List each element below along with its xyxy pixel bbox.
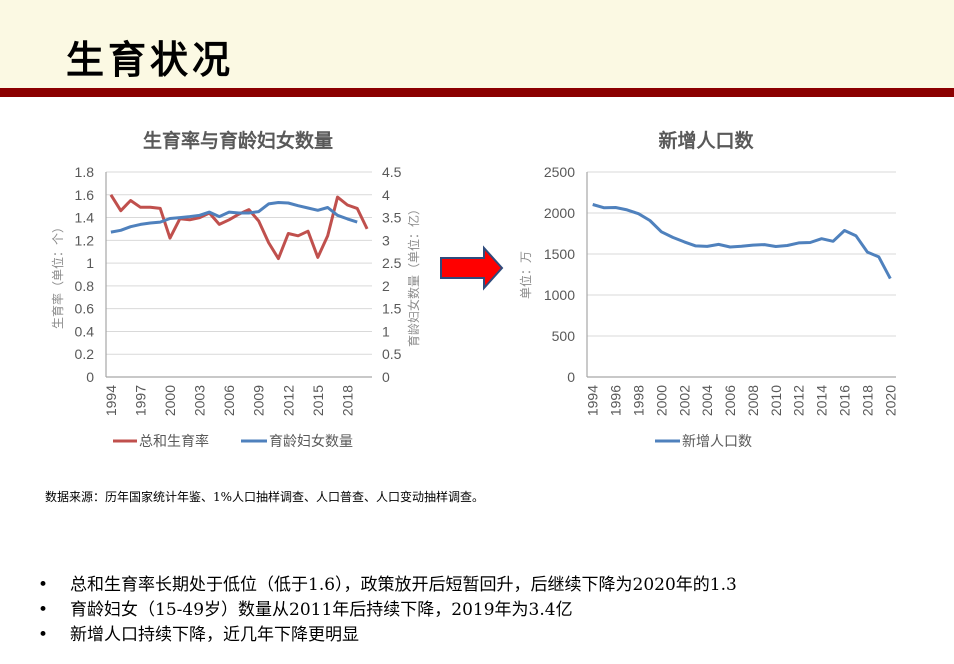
x-tick-label: 2018 <box>859 385 875 416</box>
y2-tick-label: 2.5 <box>382 255 402 271</box>
x-tick-label: 2012 <box>791 385 807 416</box>
x-tick-label: 2015 <box>310 385 326 416</box>
chart-lines <box>109 194 369 261</box>
x-tick-label: 2012 <box>280 385 296 416</box>
y2-tick-label: 0.5 <box>382 346 402 362</box>
bullet-icon: • <box>38 575 49 595</box>
right-arrow-icon <box>440 245 504 291</box>
x-tick-label: 2003 <box>192 385 208 416</box>
y-tick-label: 1000 <box>544 287 575 303</box>
x-tick-label: 2002 <box>676 385 692 416</box>
chart-gridlines <box>586 171 896 378</box>
y2-tick-label: 2 <box>382 278 390 294</box>
y-axis-label: 单位：万 <box>518 251 533 299</box>
y-tick-label: 1.6 <box>75 187 95 203</box>
x-tick-label: 1996 <box>608 385 624 416</box>
bullet-icon: • <box>38 625 49 645</box>
chart-title: 生育率与育龄妇女数量 <box>143 129 333 152</box>
chart-title: 新增人口数 <box>658 129 754 152</box>
y2-tick-label: 1 <box>382 323 390 339</box>
y-axis-ticks: 0 500 1000 1500 2000 2500 <box>544 164 575 385</box>
x-tick-label: 2004 <box>699 385 715 416</box>
y-tick-label: 2000 <box>544 205 575 221</box>
charts-area: 生育率与育龄妇女数量 00.20.40.60.811.21.41.61.8 00… <box>50 129 898 450</box>
y2-tick-label: 1.5 <box>382 301 402 317</box>
y-tick-label: 1500 <box>544 246 575 262</box>
chart-gridlines <box>105 171 372 378</box>
x-axis-ticks: 1994 1996 1998 2000 2002 2004 2006 2008 2010 2012… <box>585 385 899 416</box>
legend-label-births: 新增人口数 <box>682 434 752 450</box>
y-tick-label: 1.2 <box>75 232 95 248</box>
bullet-item: • 育龄妇女（15-49岁）数量从2011年后持续下降，2019年为3.4亿 <box>38 598 737 623</box>
y-tick-label: 500 <box>552 328 576 344</box>
chart-lines <box>592 203 892 280</box>
y-tick-label: 0 <box>567 369 575 385</box>
legend-label-women: 育龄妇女数量 <box>269 433 353 450</box>
x-tick-label: 1998 <box>631 385 647 416</box>
x-axis-ticks: 1994 1997 2000 2003 2006 2009 2012 2015 2018 <box>103 385 355 416</box>
series-line <box>109 194 369 261</box>
bullet-icon: • <box>38 600 49 620</box>
page-title: 生育状况 <box>66 37 235 82</box>
x-tick-label: 2010 <box>768 385 784 416</box>
y-tick-label: 0.2 <box>75 346 95 362</box>
x-tick-label: 2014 <box>814 385 830 416</box>
x-tick-label: 1994 <box>585 385 601 416</box>
births-chart: 新增人口数 0 500 1000 1500 2000 2500 1994 1996 1998 2… <box>518 129 898 450</box>
right-y-axis-label: 育龄妇女数量（单位：亿） <box>406 203 421 347</box>
left-y-axis-label: 生育率（单位：个） <box>50 221 65 329</box>
x-tick-label: 2009 <box>251 385 267 416</box>
y2-tick-label: 4 <box>382 187 390 203</box>
y-tick-label: 2500 <box>544 164 575 180</box>
x-tick-label: 2006 <box>722 385 738 416</box>
y2-tick-label: 3.5 <box>382 210 402 226</box>
y-tick-label: 1 <box>86 255 94 271</box>
bullet-text: 总和生育率长期处于低位（低于1.6），政策放开后短暂回升，后继续下降为2020年… <box>70 575 737 595</box>
bullet-text: 新增人口持续下降，近几年下降更明显 <box>70 625 359 645</box>
y-tick-label: 1.4 <box>75 210 95 226</box>
y2-tick-label: 3 <box>382 232 390 248</box>
series-line <box>110 201 358 234</box>
x-tick-label: 2000 <box>653 385 669 416</box>
x-tick-label: 2020 <box>882 385 898 416</box>
x-tick-label: 2018 <box>339 385 355 416</box>
slide-header <box>0 0 954 88</box>
y-tick-label: 1.8 <box>75 164 95 180</box>
bullet-list: • 总和生育率长期处于低位（低于1.6），政策放开后短暂回升，后继续下降为2020… <box>38 573 737 648</box>
x-tick-label: 2000 <box>162 385 178 416</box>
header-divider <box>0 88 954 97</box>
x-tick-label: 1994 <box>103 385 119 416</box>
y2-tick-label: 0 <box>382 369 390 385</box>
chart-legend: 总和生育率 育龄妇女数量 <box>113 433 353 450</box>
chart-legend: 新增人口数 <box>655 434 752 450</box>
right-y-axis-ticks: 0 0.5 1 1.5 2 2.5 3 3.5 4 4.5 <box>382 164 402 385</box>
data-source-note: 数据来源：历年国家统计年鉴、1%人口抽样调查、人口普查、人口变动抽样调查。 <box>45 490 485 504</box>
y-tick-label: 0.8 <box>75 278 95 294</box>
y2-tick-label: 4.5 <box>382 164 402 180</box>
bullet-item: • 总和生育率长期处于低位（低于1.6），政策放开后短暂回升，后继续下降为2020… <box>38 573 737 598</box>
x-tick-label: 2016 <box>837 385 853 416</box>
fertility-chart: 生育率与育龄妇女数量 00.20.40.60.811.21.41.61.8 00… <box>50 129 421 450</box>
x-tick-label: 2006 <box>221 385 237 416</box>
x-tick-label: 1997 <box>132 385 148 416</box>
y-tick-label: 0 <box>86 369 94 385</box>
x-tick-label: 2008 <box>745 385 761 416</box>
y-tick-label: 0.6 <box>75 301 95 317</box>
y-tick-label: 0.4 <box>75 323 95 339</box>
bullet-text: 育龄妇女（15-49岁）数量从2011年后持续下降，2019年为3.4亿 <box>70 600 573 620</box>
left-y-axis-ticks: 0 0.2 0.4 0.6 0.8 1 1.2 1.4 1.6 1.8 <box>75 164 95 385</box>
series-line <box>592 203 892 280</box>
bullet-item: • 新增人口持续下降，近几年下降更明显 <box>38 623 737 648</box>
legend-label-fertility: 总和生育率 <box>139 433 209 450</box>
